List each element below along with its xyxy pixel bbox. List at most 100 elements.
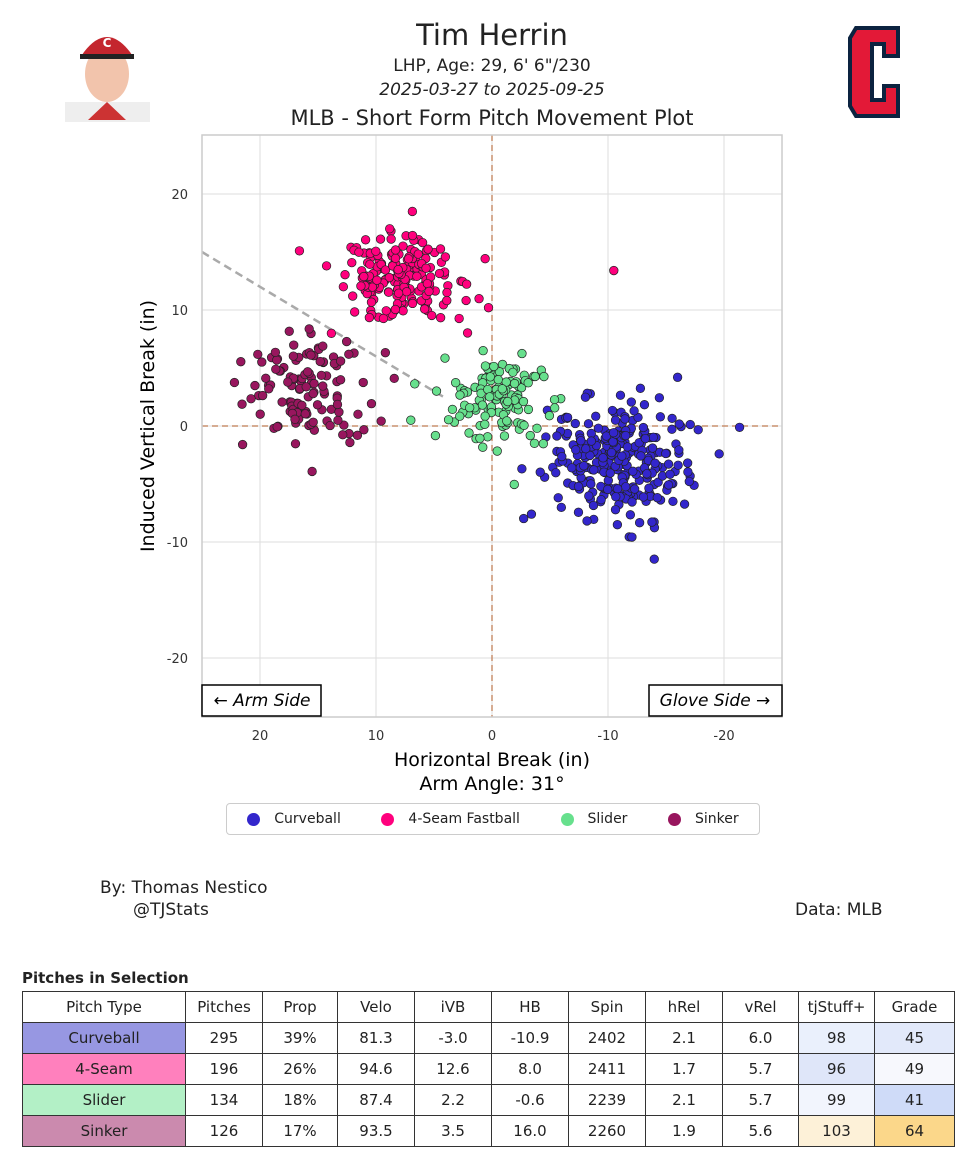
pitch-point (480, 411, 490, 421)
pitch-point (652, 493, 662, 503)
pitch-point (593, 423, 604, 433)
pitch-point (257, 357, 267, 367)
pitch-point (648, 432, 658, 442)
pitch-point (499, 431, 510, 441)
pitch-type-cell: Curveball (22, 1022, 186, 1054)
player-headshot: C (65, 36, 150, 122)
pitch-point (288, 351, 298, 361)
pitch-point (556, 502, 566, 513)
pitch-point (573, 507, 584, 517)
pitch-point (526, 509, 537, 519)
plot-frame (201, 134, 783, 718)
pitch-point (261, 373, 271, 383)
pitch-point (359, 271, 369, 282)
pitch-point (596, 495, 606, 505)
table-cell: 87.4 (337, 1084, 415, 1116)
pitch-point (657, 471, 668, 481)
pitch-point (539, 371, 549, 382)
table-cell: 295 (185, 1022, 263, 1054)
pitch-point (650, 458, 660, 468)
pitch-point (557, 451, 567, 462)
legend-marker (247, 812, 261, 826)
svg-text:C: C (103, 36, 112, 50)
pitch-point (613, 484, 623, 494)
table-cell: 96 (798, 1053, 875, 1085)
pitch-point (517, 464, 527, 474)
pitch-point (523, 404, 534, 415)
pitch-point (270, 347, 281, 357)
pitch-point (679, 499, 690, 509)
pitch-point (237, 399, 247, 409)
pitch-point (464, 428, 474, 438)
pitch-point (672, 372, 683, 382)
pitch-point (229, 377, 240, 388)
pitch-point (598, 453, 608, 463)
pitch-point (435, 244, 446, 254)
pitch-point (422, 278, 433, 289)
pitch-point (340, 270, 350, 280)
pitch-point (390, 253, 401, 263)
column-header: Pitch Type (22, 991, 186, 1023)
pitch-point (685, 419, 695, 430)
pitch-point (608, 428, 619, 438)
pitch-point (628, 466, 638, 476)
pitch-point (301, 382, 311, 392)
pitch-point (610, 415, 621, 425)
pitch-point (381, 306, 391, 316)
pitch-point (380, 348, 391, 358)
x-tick-label: 10 (368, 729, 385, 744)
pitch-point (443, 415, 454, 425)
table-cell: 17% (262, 1115, 338, 1147)
pitch-point (529, 438, 540, 448)
pitch-type-cell: Sinker (22, 1115, 186, 1147)
pitch-point (393, 288, 404, 298)
pitch-point (661, 448, 671, 459)
pitch-point (667, 424, 677, 434)
pitch-point (393, 265, 403, 275)
pitch-point (364, 312, 375, 323)
table-cell: 49 (874, 1053, 955, 1085)
pitch-point (360, 235, 371, 245)
pitch-point (573, 481, 584, 492)
pitch-point (341, 336, 352, 347)
pitch-point (550, 403, 560, 413)
pitch-point (321, 261, 332, 271)
pitch-point (586, 479, 596, 489)
pitch-point (376, 416, 386, 426)
pitch-point (389, 373, 399, 384)
table-cell: 134 (185, 1084, 263, 1116)
pitch-point (297, 400, 307, 410)
pitch-point (489, 361, 499, 372)
pitch-point (412, 271, 422, 281)
pitch-point (474, 294, 484, 304)
column-header: HB (491, 991, 569, 1023)
pitch-point (403, 254, 414, 264)
table-cell: 2.1 (645, 1022, 723, 1054)
pitch-point (365, 259, 375, 270)
movement-plot: 20 10 0 -10 -20 20 10 0 -10 -20 ← Arm Side Glove … (137, 134, 783, 795)
pitch-point (246, 394, 256, 404)
column-header: vRel (722, 991, 799, 1023)
pitch-point (634, 518, 645, 528)
pitch-point (406, 415, 416, 425)
pitch-point (627, 497, 637, 507)
table-cell: 26% (262, 1053, 338, 1085)
table-cell: 12.6 (414, 1053, 492, 1085)
author-credit: By: Thomas Nestico (100, 878, 268, 898)
pitch-point (551, 468, 561, 478)
pitch-point (584, 491, 594, 501)
legend-item: Curveball (247, 811, 341, 827)
table-row: Curveball 295 39% 81.3 -3.0 -10.9 2402 2.1 6.0 98… (22, 1022, 955, 1054)
column-header: Velo (337, 991, 415, 1023)
pitch-point (509, 378, 520, 389)
pitch-point (353, 409, 363, 419)
pitch-point (465, 403, 475, 413)
pitch-point (318, 341, 328, 351)
pitch-point (674, 419, 684, 429)
legend-marker (668, 812, 682, 826)
pitch-point (250, 380, 260, 391)
pitch-point (553, 493, 563, 503)
column-header: hRel (645, 991, 723, 1023)
arm-side-label: ← Arm Side (214, 691, 311, 711)
pitch-point (475, 433, 485, 443)
